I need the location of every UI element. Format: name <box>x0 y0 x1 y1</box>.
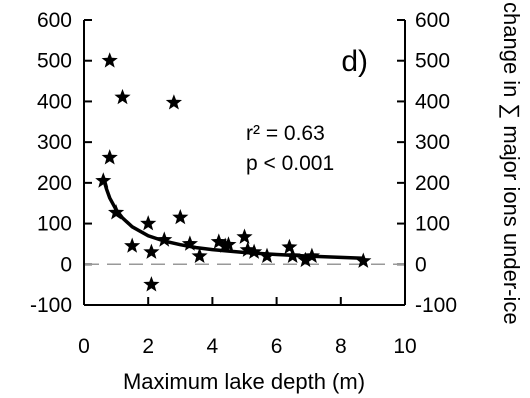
y-tick-label-left: -100 <box>30 294 72 317</box>
y-tick-label-right: 400 <box>415 90 450 113</box>
x-axis-title: Maximum lake depth (m) <box>123 369 365 394</box>
data-point-star <box>220 236 237 252</box>
data-point-star <box>95 172 112 188</box>
data-point-star <box>281 238 298 255</box>
y-tick-label-right: -100 <box>415 294 457 317</box>
data-point-star <box>246 243 263 259</box>
data-point-star <box>114 88 131 105</box>
x-tick-label: 4 <box>207 335 219 358</box>
fit-curve <box>101 177 364 260</box>
data-point-star <box>181 235 198 251</box>
data-point-star <box>303 247 320 263</box>
data-point-star <box>156 231 173 247</box>
data-point-star <box>258 247 276 263</box>
data-point-star <box>101 52 118 68</box>
y-tick-label-left: 600 <box>37 9 72 32</box>
data-point-star <box>191 247 208 263</box>
y-tick-label-left: 500 <box>37 50 72 73</box>
axes <box>83 20 406 306</box>
x-tick-label: 8 <box>335 335 347 358</box>
p-value-label: p < 0.001 <box>246 152 334 175</box>
x-tick-label: 0 <box>78 335 90 358</box>
data-point-star <box>124 237 141 253</box>
y-tick-label-right: 600 <box>415 9 450 32</box>
data-point-star <box>355 252 372 268</box>
r-squared-label: r² = 0.63 <box>246 122 325 145</box>
y-tick-label-right: 0 <box>415 253 427 276</box>
data-point-star <box>297 251 314 268</box>
right-axis-title: change in ∑ major ions under-ice <box>499 2 524 325</box>
y-tick-label-left: 200 <box>37 172 72 195</box>
data-point-star <box>101 149 118 165</box>
data-point-star <box>236 228 253 244</box>
y-tick-label-left: 100 <box>37 213 72 236</box>
y-tick-label-left: 300 <box>37 131 72 154</box>
data-point-star <box>165 94 182 110</box>
data-point-star <box>108 204 125 220</box>
y-tick-label-left: 400 <box>37 90 72 113</box>
y-tick-label-right: 100 <box>415 213 450 236</box>
data-point-star <box>140 215 157 231</box>
data-point-star <box>143 243 160 259</box>
x-tick-label: 10 <box>393 335 416 358</box>
y-tick-label-right: 500 <box>415 50 450 73</box>
y-tick-label-right: 300 <box>415 131 450 154</box>
x-tick-label: 6 <box>271 335 283 358</box>
x-tick-label: 2 <box>142 335 154 358</box>
data-point-star <box>210 233 227 249</box>
data-point-star <box>143 276 160 292</box>
y-tick-label-right: 200 <box>415 172 450 195</box>
data-point-star <box>172 209 189 225</box>
data-point-star <box>284 247 301 263</box>
data-point-star <box>239 241 256 257</box>
data-points <box>95 52 372 292</box>
y-tick-label-left: 0 <box>60 253 72 276</box>
panel-label: d) <box>341 45 368 78</box>
